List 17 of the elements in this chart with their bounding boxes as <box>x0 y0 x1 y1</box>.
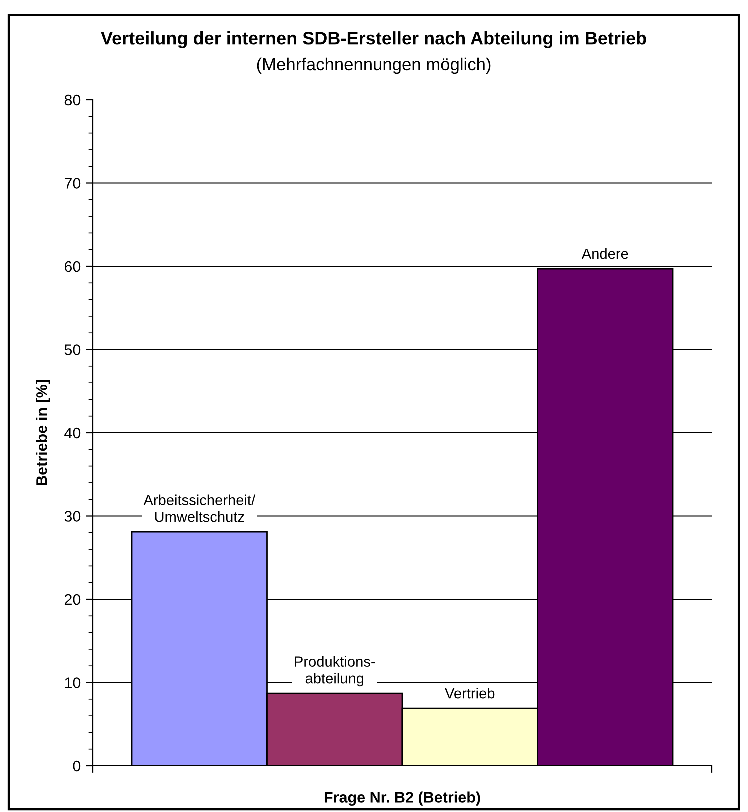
series-label: Andere <box>582 248 628 260</box>
y-tick-label: 80 <box>64 94 81 106</box>
series-label: Produktions- abteilung <box>295 656 376 687</box>
y-tick-label: 70 <box>64 178 81 189</box>
series-label: Arbeitssicherheit/ Umweltschutz <box>144 494 256 522</box>
series-label: Vertrieb <box>445 688 495 699</box>
y-tick-label: 30 <box>64 511 81 522</box>
y-tick-label: 60 <box>64 261 81 272</box>
y-tick-label: 0 <box>73 760 81 772</box>
y-tick-label: 10 <box>65 678 81 688</box>
y-tick-label: 20 <box>64 594 81 606</box>
chart-title: Verteilung der internen SDB-Ersteller nach Abteilung im Betrieb <box>101 32 646 48</box>
x-axis-title: Frage Nr. B2 (Betrieb) <box>324 792 480 806</box>
y-axis-title: Betriebe in [%] <box>36 380 50 486</box>
y-tick-label: 50 <box>64 344 81 356</box>
chart-subtitle: (Mehrfachnennungen möglich) <box>257 58 491 74</box>
y-tick-label: 40 <box>64 428 81 439</box>
